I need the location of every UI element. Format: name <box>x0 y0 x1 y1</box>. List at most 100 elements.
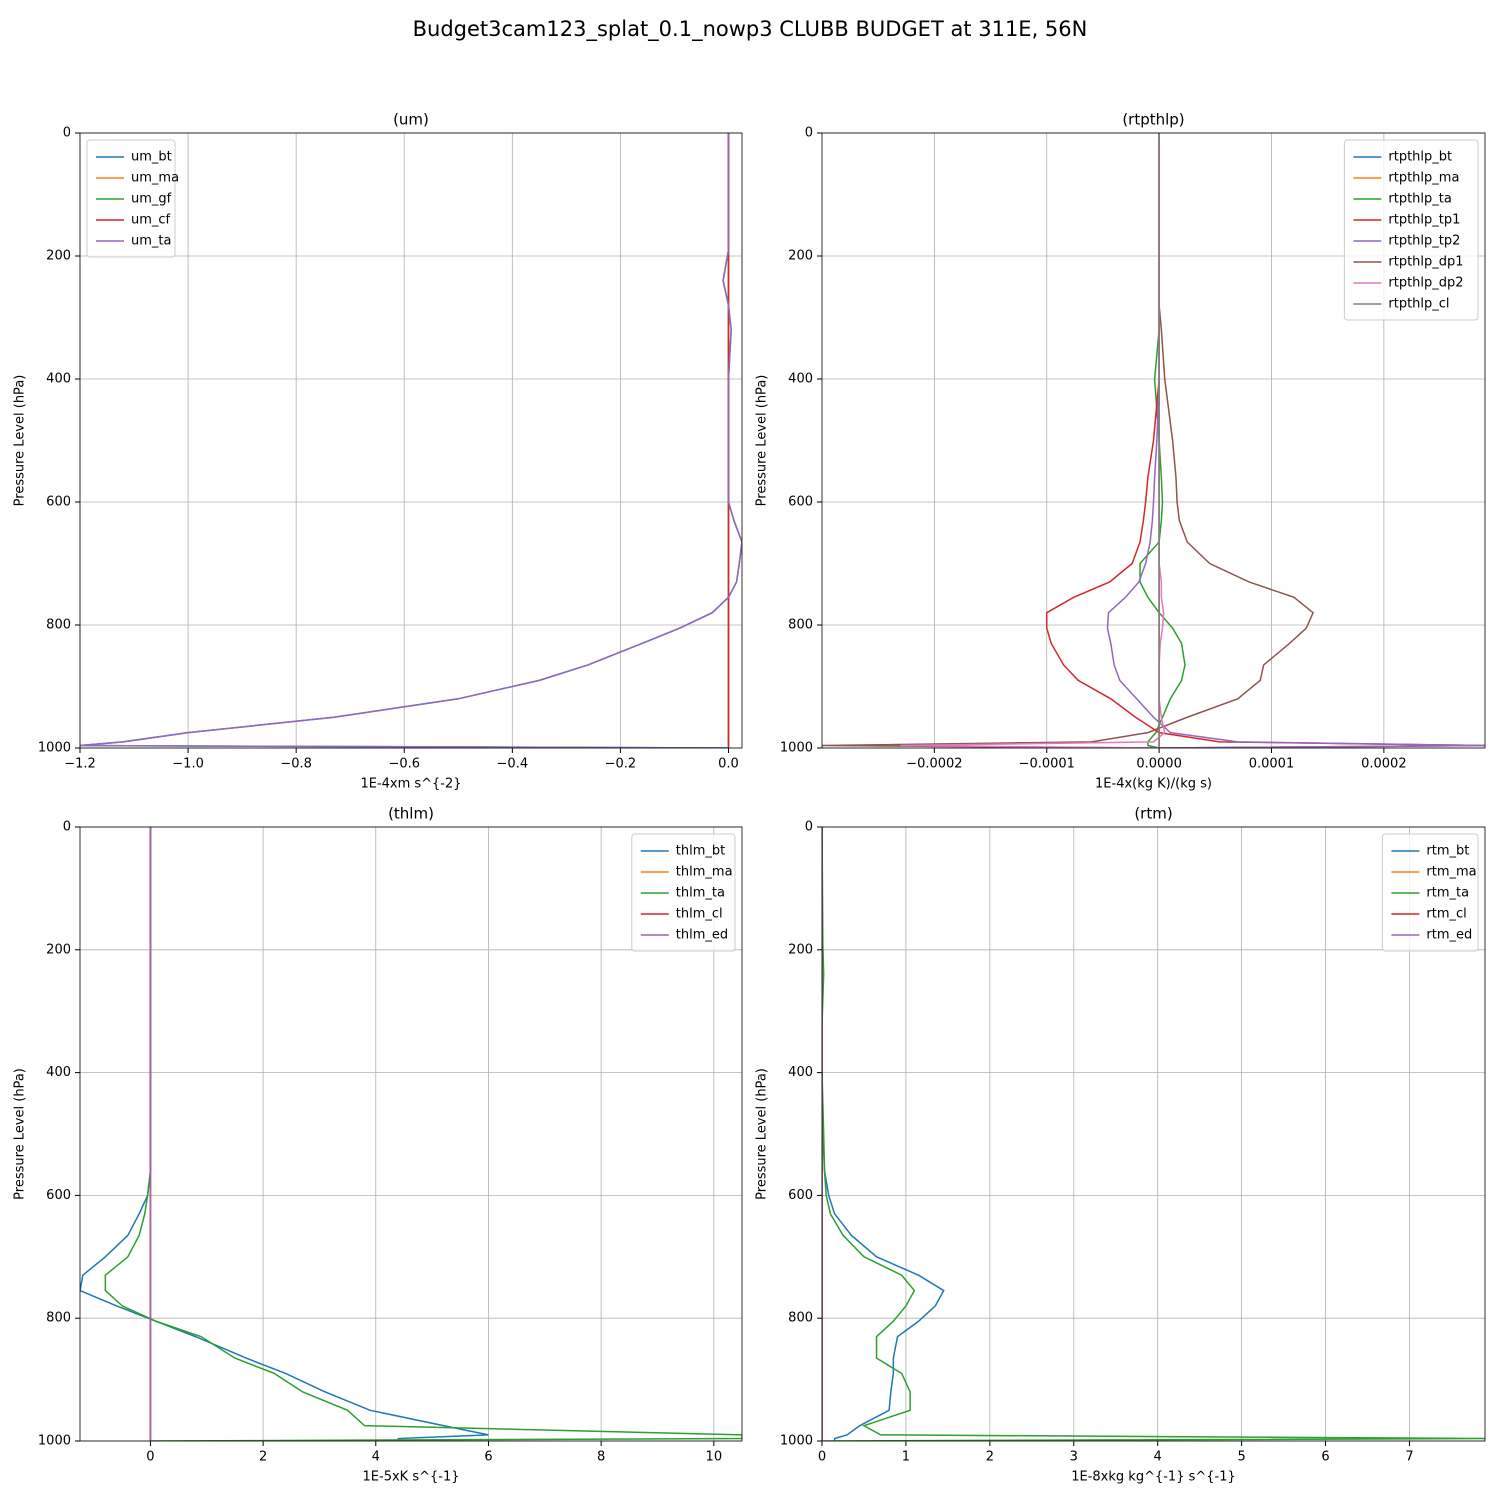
x-tick-label: 0 <box>818 1450 826 1465</box>
x-tick-label: 1 <box>902 1450 910 1465</box>
series-line <box>80 133 742 748</box>
y-tick-label: 0 <box>805 126 813 141</box>
series-line <box>1139 133 1186 748</box>
legend-label: thlm_cl <box>676 907 723 922</box>
legend-label: um_ma <box>131 171 179 186</box>
legend-box <box>1343 139 1479 321</box>
legend-label: thlm_ma <box>676 865 733 880</box>
legend: rtpthlp_bt rtpthlp_ma rtpthlp_ta rtpthlp_tp… <box>1343 139 1479 321</box>
x-axis-label: 1E-8xkg kg^{-1} s^{-1} <box>1071 1470 1236 1485</box>
x-tick-label: 4 <box>1154 1450 1162 1465</box>
y-tick-label: 400 <box>46 372 71 387</box>
y-tick-label: 0 <box>805 820 813 835</box>
legend-label: rtpthlp_tp2 <box>1388 234 1460 249</box>
subplot-title: (um) <box>393 111 429 129</box>
y-tick-label: 200 <box>788 942 813 957</box>
x-tick-label: 3 <box>1070 1450 1078 1465</box>
x-tick-label: −1.2 <box>64 757 96 772</box>
x-tick-label: −0.0002 <box>906 757 962 772</box>
legend-label: um_bt <box>131 150 172 165</box>
legend-label: rtpthlp_tp1 <box>1388 213 1460 228</box>
y-tick-label: 600 <box>788 495 813 510</box>
lines <box>80 133 742 748</box>
x-tick-label: 0 <box>146 1450 154 1465</box>
y-tick-label: 400 <box>788 1065 813 1080</box>
y-tick-label: 400 <box>788 372 813 387</box>
subplot-title: (thlm) <box>388 805 434 823</box>
series-line <box>900 133 1166 748</box>
x-tick-label: 8 <box>597 1450 605 1465</box>
x-axis-label: 1E-4xm s^{-2} <box>360 777 461 792</box>
legend: um_bt um_ma um_gf um_cf um_ta <box>86 139 179 258</box>
y-tick-label: 0 <box>63 820 71 835</box>
x-tick-label: −0.8 <box>280 757 312 772</box>
axes-frame <box>821 132 1486 749</box>
legend-label: rtpthlp_ta <box>1388 192 1451 207</box>
y-tick-label: 400 <box>46 1065 71 1080</box>
series-line <box>822 827 1485 1441</box>
legend: thlm_bt thlm_ma thlm_ta thlm_cl thlm_ed <box>631 833 736 952</box>
y-tick-label: 1000 <box>38 741 71 756</box>
y-tick-label: 1000 <box>780 741 813 756</box>
axes-frame <box>821 826 1486 1442</box>
legend-label: rtpthlp_ma <box>1388 171 1459 186</box>
x-tick-label: −0.6 <box>388 757 420 772</box>
subplot: −0.0002 −0.0001 0.0000 0.0001 0.0002 0 200 400 6… <box>755 111 1486 792</box>
lines <box>822 827 1485 1441</box>
y-axis-label: Pressure Level (hPa) <box>755 375 770 507</box>
subplot-title: (rtpthlp) <box>1122 111 1184 129</box>
legend: rtm_bt rtm_ma rtm_ta rtm_cl rtm_ed <box>1381 833 1479 952</box>
x-tick-label: 2 <box>986 1450 994 1465</box>
legend-label: rtpthlp_dp2 <box>1388 276 1463 291</box>
lines <box>80 827 742 1441</box>
legend-label: um_cf <box>131 213 171 228</box>
legend-label: thlm_bt <box>676 844 725 859</box>
subplot: 0 1 2 3 4 5 6 7 0 200 400 600 800 1000 (rtm) 1E-8xkg kg… <box>755 805 1486 1485</box>
y-tick-label: 1000 <box>780 1434 813 1449</box>
figure-title: Budget3cam123_splat_0.1_nowp3 CLUBB BUDG… <box>413 17 1088 42</box>
series-line <box>80 133 742 748</box>
legend-label: rtm_ta <box>1426 886 1469 901</box>
x-tick-label: −0.0001 <box>1019 757 1075 772</box>
legend-label: rtm_bt <box>1426 844 1469 859</box>
x-axis-label: 1E-5xK s^{-1} <box>363 1470 460 1485</box>
x-tick-label: 2 <box>259 1450 267 1465</box>
axes-frame <box>79 826 743 1442</box>
y-tick-label: 200 <box>788 249 813 264</box>
y-tick-label: 200 <box>46 942 71 957</box>
y-tick-label: 800 <box>46 618 71 633</box>
x-tick-label: 5 <box>1237 1450 1245 1465</box>
y-tick-label: 600 <box>46 1188 71 1203</box>
subplot-title: (rtm) <box>1134 805 1172 823</box>
x-tick-label: 0.0001 <box>1249 757 1295 772</box>
y-tick-label: 600 <box>788 1188 813 1203</box>
legend-label: rtm_cl <box>1426 907 1466 922</box>
axes-frame <box>79 132 743 749</box>
legend-box <box>631 833 736 952</box>
y-tick-label: 600 <box>46 495 71 510</box>
legend-label: rtm_ed <box>1426 928 1472 943</box>
series-line <box>80 827 489 1441</box>
x-tick-label: 10 <box>706 1450 723 1465</box>
y-tick-label: 800 <box>788 618 813 633</box>
y-tick-label: 0 <box>63 126 71 141</box>
y-axis-label: Pressure Level (hPa) <box>13 1068 28 1200</box>
legend-label: rtpthlp_dp1 <box>1388 255 1463 270</box>
subplot: 0 2 4 6 8 10 0 200 400 600 800 1000 (thlm) 1E-5xK s^{… <box>13 805 743 1485</box>
y-tick-label: 200 <box>46 249 71 264</box>
legend-label: thlm_ta <box>676 886 725 901</box>
series-line <box>822 827 945 1441</box>
x-tick-label: 7 <box>1405 1450 1413 1465</box>
series-line <box>822 133 1314 748</box>
legend-label: um_gf <box>131 192 172 207</box>
legend-box <box>86 139 176 258</box>
x-tick-label: −0.2 <box>605 757 637 772</box>
legend-label: rtm_ma <box>1426 865 1476 880</box>
x-tick-label: 6 <box>1321 1450 1329 1465</box>
x-axis-label: 1E-4x(kg K)/(kg s) <box>1095 777 1212 792</box>
x-tick-label: 0.0000 <box>1136 757 1182 772</box>
legend-label: um_ta <box>131 234 171 249</box>
x-tick-label: 6 <box>484 1450 492 1465</box>
x-tick-label: 0.0 <box>718 757 739 772</box>
